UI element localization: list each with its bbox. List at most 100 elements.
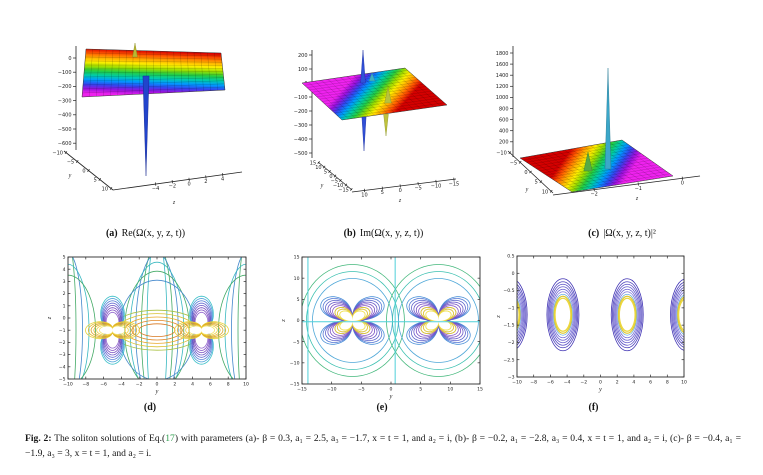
svg-text:4: 4: [191, 382, 194, 388]
svg-text:−5: −5: [293, 339, 300, 345]
svg-text:−15: −15: [290, 382, 300, 388]
svg-text:600: 600: [499, 117, 509, 123]
svg-text:5: 5: [381, 190, 384, 196]
subcaption-d-label: (d): [143, 402, 157, 413]
svg-text:−400: −400: [58, 113, 72, 119]
svg-text:−0.5: −0.5: [503, 288, 514, 294]
svg-text:8: 8: [227, 382, 230, 388]
svg-text:−5: −5: [67, 160, 74, 166]
svg-text:−3: −3: [508, 375, 515, 381]
svg-text:−5: −5: [414, 186, 421, 192]
subcaption-c: (c) |Ω(x, y, z, t)|²: [496, 228, 748, 239]
svg-text:−100: −100: [294, 95, 308, 101]
svg-text:−1: −1: [59, 328, 66, 334]
svg-text:−5: −5: [358, 387, 365, 393]
svg-text:5: 5: [419, 387, 422, 393]
svg-text:2: 2: [204, 179, 207, 185]
subcaption-b: (b) Im(Ω(x, y, z, t)): [266, 228, 501, 239]
svg-text:−6: −6: [100, 382, 107, 388]
svg-text:0: 0: [63, 316, 66, 322]
svg-text:−10: −10: [512, 380, 522, 386]
svg-text:−15: −15: [338, 187, 349, 193]
svg-text:5: 5: [297, 297, 300, 303]
surface-plot-a-canvas: 0 −100 −200 −300 −400 −500 −600 −10 −5 0 5 10 y −4 −2 0…: [52, 42, 243, 206]
svg-text:2: 2: [616, 380, 619, 386]
svg-text:10: 10: [315, 165, 321, 171]
svg-text:10: 10: [361, 192, 367, 198]
svg-text:10: 10: [294, 276, 300, 282]
svg-text:1: 1: [63, 303, 66, 309]
svg-text:−10: −10: [333, 183, 344, 189]
svg-text:10: 10: [681, 380, 687, 386]
svg-text:−2: −2: [169, 184, 176, 190]
svg-text:−3: −3: [59, 352, 66, 358]
svg-text:5: 5: [324, 170, 327, 176]
svg-text:4: 4: [221, 177, 224, 183]
svg-text:400: 400: [499, 129, 509, 135]
contour-plot-f: −10 −8 −6 −4 −2 0 2 4 6 8 10 0.5 0 −0.5 −1 −1.5 −2 −2.5 −3…: [488, 250, 703, 407]
subcaption-d: (d): [38, 402, 266, 413]
svg-text:y: y: [389, 393, 393, 400]
svg-text:z: z: [635, 196, 639, 202]
svg-text:y: y: [598, 386, 602, 393]
svg-text:100: 100: [298, 67, 308, 73]
svg-text:0: 0: [297, 318, 300, 324]
svg-text:−8: −8: [82, 382, 89, 388]
svg-text:−100: −100: [58, 70, 72, 76]
equation-ref-link[interactable]: 17: [165, 433, 175, 444]
svg-text:0: 0: [599, 380, 602, 386]
svg-text:6: 6: [649, 380, 652, 386]
svg-text:−2: −2: [59, 340, 66, 346]
svg-text:−4: −4: [59, 364, 66, 370]
svg-text:1200: 1200: [496, 84, 509, 90]
svg-text:y: y: [68, 173, 72, 179]
svg-text:−600: −600: [58, 141, 72, 147]
subcaption-b-text: Im(Ω(x, y, z, t)): [359, 228, 424, 239]
svg-text:z: z: [398, 198, 402, 204]
svg-text:10: 10: [243, 382, 249, 388]
svg-text:5: 5: [535, 180, 538, 186]
svg-text:10: 10: [542, 189, 548, 195]
svg-text:15: 15: [477, 387, 483, 393]
svg-text:2: 2: [63, 291, 66, 297]
svg-text:−500: −500: [58, 127, 72, 133]
svg-text:−2: −2: [508, 340, 515, 346]
svg-text:6: 6: [209, 382, 212, 388]
svg-text:−5: −5: [59, 377, 66, 383]
svg-text:−300: −300: [58, 98, 72, 104]
svg-text:800: 800: [499, 106, 509, 112]
figure-caption: Fig. 2: The soliton solutions of Eq.(17)…: [25, 431, 741, 462]
svg-text:10: 10: [447, 387, 453, 393]
svg-text:−10: −10: [63, 382, 73, 388]
surface-plot-c: 1800 1600 1400 1200 1000 800 600 400 200 −10 −5 0 5 1…: [496, 30, 748, 235]
subcaption-c-label: (c): [588, 228, 600, 239]
svg-text:−2: −2: [136, 382, 143, 388]
subcaption-e-label: (e): [376, 402, 388, 413]
subcaption-f: (f): [488, 402, 703, 413]
svg-text:−4: −4: [152, 186, 159, 192]
svg-text:15: 15: [294, 255, 300, 261]
svg-text:0: 0: [681, 180, 684, 186]
contour-plot-f-canvas: −10 −8 −6 −4 −2 0 2 4 6 8 10 0.5 0 −0.5 −1 −1.5 −2 −2.5 −3…: [495, 254, 687, 393]
subcaption-c-text: |Ω(x, y, z, t)|²: [603, 228, 656, 239]
svg-text:−6: −6: [547, 380, 554, 386]
svg-text:1800: 1800: [496, 51, 509, 57]
svg-text:−10: −10: [290, 360, 300, 366]
svg-text:−4: −4: [118, 382, 125, 388]
svg-text:1000: 1000: [496, 95, 509, 101]
svg-text:−1: −1: [508, 305, 515, 311]
svg-text:y: y: [155, 388, 159, 395]
svg-text:−300: −300: [294, 123, 308, 129]
svg-text:3: 3: [63, 279, 66, 285]
svg-text:4: 4: [632, 380, 635, 386]
svg-text:−400: −400: [294, 137, 308, 143]
surface-plot-c-canvas: 18001600140012001000800600400200−10−5051…: [496, 46, 701, 202]
svg-text:−15: −15: [297, 387, 307, 393]
svg-text:−1.5: −1.5: [503, 323, 514, 329]
figure-caption-pre: The soliton solutions of Eq.(: [51, 433, 166, 444]
subcaption-a-text: Re(Ω(x, y, z, t)): [121, 228, 186, 239]
svg-text:0: 0: [188, 181, 191, 187]
surface-plot-b-canvas: 2001000−100−200−300−400−500151050−5−10−1…: [294, 49, 459, 204]
